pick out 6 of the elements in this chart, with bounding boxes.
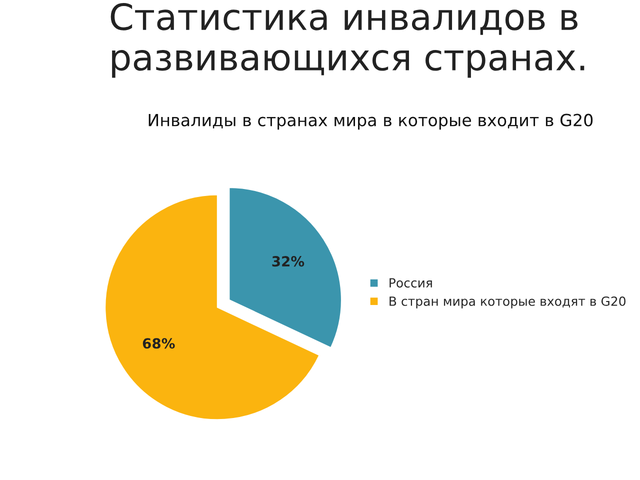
legend-label: В стран мира которые входят в G20 [390, 296, 626, 308]
data-label: 68% [142, 338, 175, 349]
chart-subtitle: Инвалиды в странах мира в которые входит в G20 [148, 114, 593, 130]
data-label: 32% [272, 256, 304, 267]
chart-title: Статистика инвалидов в развивающихся странах. [110, 3, 584, 78]
legend-label: Россия [390, 278, 432, 288]
